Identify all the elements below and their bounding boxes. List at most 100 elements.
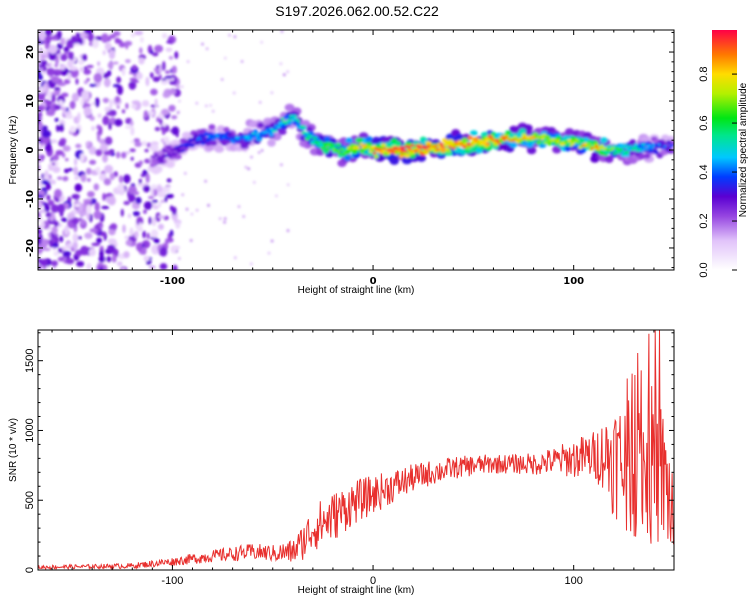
spectrogram-ridge-blob <box>545 134 551 140</box>
spectrogram-ridge-blob <box>344 149 350 153</box>
spectrogram-noise-blob <box>138 160 143 166</box>
spectrogram-noise-blob <box>165 238 169 245</box>
spectrogram-noise-blob <box>52 242 59 248</box>
spectrogram-noise-blob <box>60 217 68 222</box>
spectrogram-noise-blob <box>38 194 43 198</box>
spectrogram-noise-blob <box>160 199 165 203</box>
spectrogram-noise-blob <box>121 151 127 159</box>
spectrogram-noise-blob <box>223 56 227 60</box>
spectrogram-ridge-blob <box>372 136 381 145</box>
spectrogram-ridge-blob <box>404 153 410 158</box>
spectrogram-ridge-blob <box>269 132 274 137</box>
spectrogram-ridge-blob <box>604 155 614 163</box>
spectrogram-y-tick-label: -20 <box>25 239 36 257</box>
spectrogram-noise-blob <box>84 30 93 35</box>
spectrogram-noise-blob <box>165 193 174 199</box>
spectrogram-noise-blob <box>44 35 52 42</box>
spectrogram-noise-blob <box>116 85 124 96</box>
spectrogram-noise-blob <box>52 154 59 161</box>
spectrogram-noise-blob <box>233 35 237 39</box>
spectrogram-ridge-blob <box>345 137 354 144</box>
spectrogram-noise-blob <box>161 127 166 136</box>
spectrogram-ridge-blob <box>164 154 170 158</box>
spectrogram-noise-blob <box>108 34 116 39</box>
spectrogram-noise-blob <box>161 108 170 116</box>
spectrogram-noise-blob <box>146 142 151 148</box>
spectrogram-x-tick-label: -100 <box>160 276 185 287</box>
spectrogram-noise-blob <box>151 216 157 227</box>
spectrogram-noise-blob <box>58 140 66 147</box>
spectrogram-noise-blob <box>137 182 144 188</box>
spectrogram-noise-blob <box>125 102 129 110</box>
spectrogram-noise-blob <box>163 136 170 143</box>
spectrogram-ridge-blob <box>216 125 226 133</box>
spectrogram-noise-blob <box>156 185 163 193</box>
spectrogram-noise-blob <box>237 205 241 209</box>
spectrogram-noise-blob <box>39 259 49 266</box>
spectrogram-noise-blob <box>116 151 121 159</box>
spectrogram-noise-blob <box>161 33 168 39</box>
spectrogram-noise-blob <box>90 198 97 205</box>
spectrogram-ridge-blob <box>325 147 330 151</box>
spectrogram-ridge-blob <box>659 142 664 146</box>
spectrogram-noise-blob <box>120 208 124 217</box>
spectrogram-noise-blob <box>95 166 101 174</box>
spectrogram-noise-blob <box>87 191 95 198</box>
spectrogram-noise-blob <box>112 61 119 65</box>
spectrogram-ridge-blob <box>278 129 287 136</box>
spectrogram-ridge-blob <box>625 150 630 154</box>
spectrogram-noise-blob <box>101 33 109 43</box>
spectrogram-noise-blob <box>59 64 66 71</box>
spectrogram-ridge-blob <box>545 138 550 141</box>
spectrogram-ridge-blob <box>424 149 429 153</box>
spectrogram-noise-blob <box>130 33 136 38</box>
spectrogram-noise-blob <box>168 104 176 112</box>
spectrogram-ridge-blob <box>425 141 432 146</box>
spectrogram-noise-blob <box>64 225 69 236</box>
spectrogram-noise-blob <box>138 222 143 231</box>
spectrogram-ridge-blob <box>571 142 575 146</box>
spectrogram-ridge-blob <box>308 130 314 136</box>
spectrogram-ridge-blob <box>440 148 446 153</box>
spectrogram-noise-blob <box>56 30 62 39</box>
spectrogram-noise-blob <box>134 230 139 238</box>
spectrogram-x-tick-label: 100 <box>563 276 584 287</box>
spectrogram-ridge-blob <box>320 146 325 150</box>
spectrogram-ridge-blob <box>574 138 579 142</box>
spectrogram-noise-blob <box>103 178 112 186</box>
spectrogram-noise-blob <box>93 183 100 191</box>
spectrogram-noise-blob <box>81 90 90 100</box>
spectrogram-noise-blob <box>103 150 113 156</box>
spectrogram-noise-blob <box>183 171 187 175</box>
spectrogram-ridge-blob <box>338 152 343 156</box>
spectrogram-ridge-blob <box>343 155 352 161</box>
spectrogram-ridge-blob <box>493 141 498 145</box>
spectrogram-noise-blob <box>76 261 85 267</box>
snr-frame <box>37 329 675 571</box>
spectrogram-noise-blob <box>63 46 70 53</box>
spectrogram-ridge-blob <box>173 152 178 156</box>
spectrogram-noise-blob <box>116 261 123 267</box>
spectrogram-noise-blob <box>141 101 150 107</box>
spectrogram-noise-blob <box>190 212 194 216</box>
spectrogram-noise-blob <box>105 111 113 116</box>
spectrogram-noise-blob <box>250 155 253 159</box>
spectrogram-noise-blob <box>87 178 91 182</box>
spectrogram-noise-blob <box>117 183 124 191</box>
spectrogram-noise-blob <box>125 43 129 50</box>
spectrogram-ridge-blob <box>227 132 233 137</box>
spectrogram-y-tick-label: 10 <box>25 94 36 108</box>
spectrogram-noise-blob <box>172 264 178 270</box>
spectrogram-ridge-blob <box>292 114 298 118</box>
spectrogram-ridge-blob <box>218 137 224 141</box>
spectrogram-noise-blob <box>107 61 114 69</box>
spectrogram-noise-blob <box>136 216 144 226</box>
spectrogram-noise-blob <box>85 141 90 147</box>
spectrogram-noise-blob <box>54 104 62 110</box>
spectrogram-ridge-blob <box>467 135 473 140</box>
spectrogram-noise-blob <box>152 205 159 210</box>
spectrogram-ridge-blob <box>193 135 199 139</box>
spectrogram-noise-blob <box>40 154 44 162</box>
spectrogram-noise-blob <box>121 67 126 76</box>
spectrogram-ridge-blob <box>640 143 647 146</box>
